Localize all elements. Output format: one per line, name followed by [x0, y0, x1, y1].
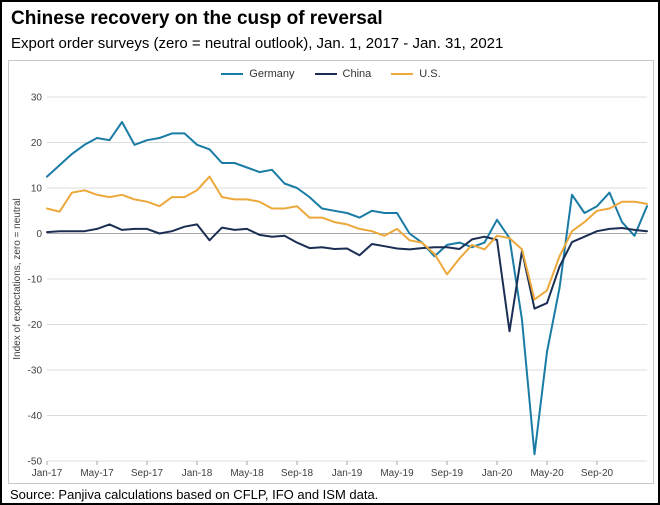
svg-text:0: 0 — [36, 229, 42, 240]
svg-text:Sep-20: Sep-20 — [581, 468, 614, 479]
us-line-swatch — [391, 73, 414, 75]
svg-text:-20: -20 — [28, 320, 43, 331]
svg-text:-10: -10 — [28, 275, 43, 286]
series-line-0 — [46, 121, 648, 456]
source-note: Source: Panjiva calculations based on CF… — [10, 487, 379, 502]
svg-text:May-20: May-20 — [530, 468, 564, 479]
legend-item-china: China — [314, 68, 372, 80]
legend-label-china: China — [342, 68, 372, 80]
svg-text:Sep-17: Sep-17 — [131, 468, 164, 479]
svg-text:-30: -30 — [28, 366, 43, 377]
svg-text:-40: -40 — [28, 411, 43, 422]
chart-svg: -50 -40 -30 -20 -10 0 10 20 30 Jan-17 May-17 Sep-17… — [12, 93, 648, 479]
svg-text:20: 20 — [31, 138, 43, 149]
svg-text:Sep-18: Sep-18 — [281, 468, 314, 479]
svg-text:Jan-18: Jan-18 — [182, 468, 213, 479]
svg-text:-50: -50 — [28, 457, 43, 468]
china-line-swatch — [314, 73, 337, 75]
svg-text:May-17: May-17 — [80, 468, 114, 479]
svg-text:May-18: May-18 — [230, 468, 264, 479]
legend-label-us: U.S. — [419, 68, 441, 80]
svg-text:May-19: May-19 — [380, 468, 414, 479]
svg-text:Index of expectations, zero =: Index of expectations, zero = neutral — [12, 198, 23, 360]
germany-line-swatch — [221, 73, 244, 75]
svg-text:Jan-17: Jan-17 — [32, 468, 63, 479]
svg-text:30: 30 — [31, 93, 43, 104]
chart-legend: Germany China U.S. — [9, 68, 653, 80]
chart-header: Chinese recovery on the cusp of reversal… — [11, 8, 649, 52]
svg-text:Sep-19: Sep-19 — [431, 468, 464, 479]
page-title: Chinese recovery on the cusp of reversal — [11, 8, 383, 29]
chart-frame: -50 -40 -30 -20 -10 0 10 20 30 Jan-17 May-17 Sep-17… — [8, 60, 654, 484]
page-subtitle: Export order surveys (zero = neutral out… — [11, 34, 504, 52]
svg-text:Jan-19: Jan-19 — [332, 468, 363, 479]
legend-item-us: U.S. — [391, 68, 441, 80]
svg-text:Jan-20: Jan-20 — [482, 468, 513, 479]
series-line-2 — [46, 175, 648, 301]
legend-item-germany: Germany — [221, 68, 295, 80]
svg-text:10: 10 — [31, 184, 43, 195]
legend-label-germany: Germany — [249, 68, 295, 80]
series-line-1 — [46, 223, 648, 333]
